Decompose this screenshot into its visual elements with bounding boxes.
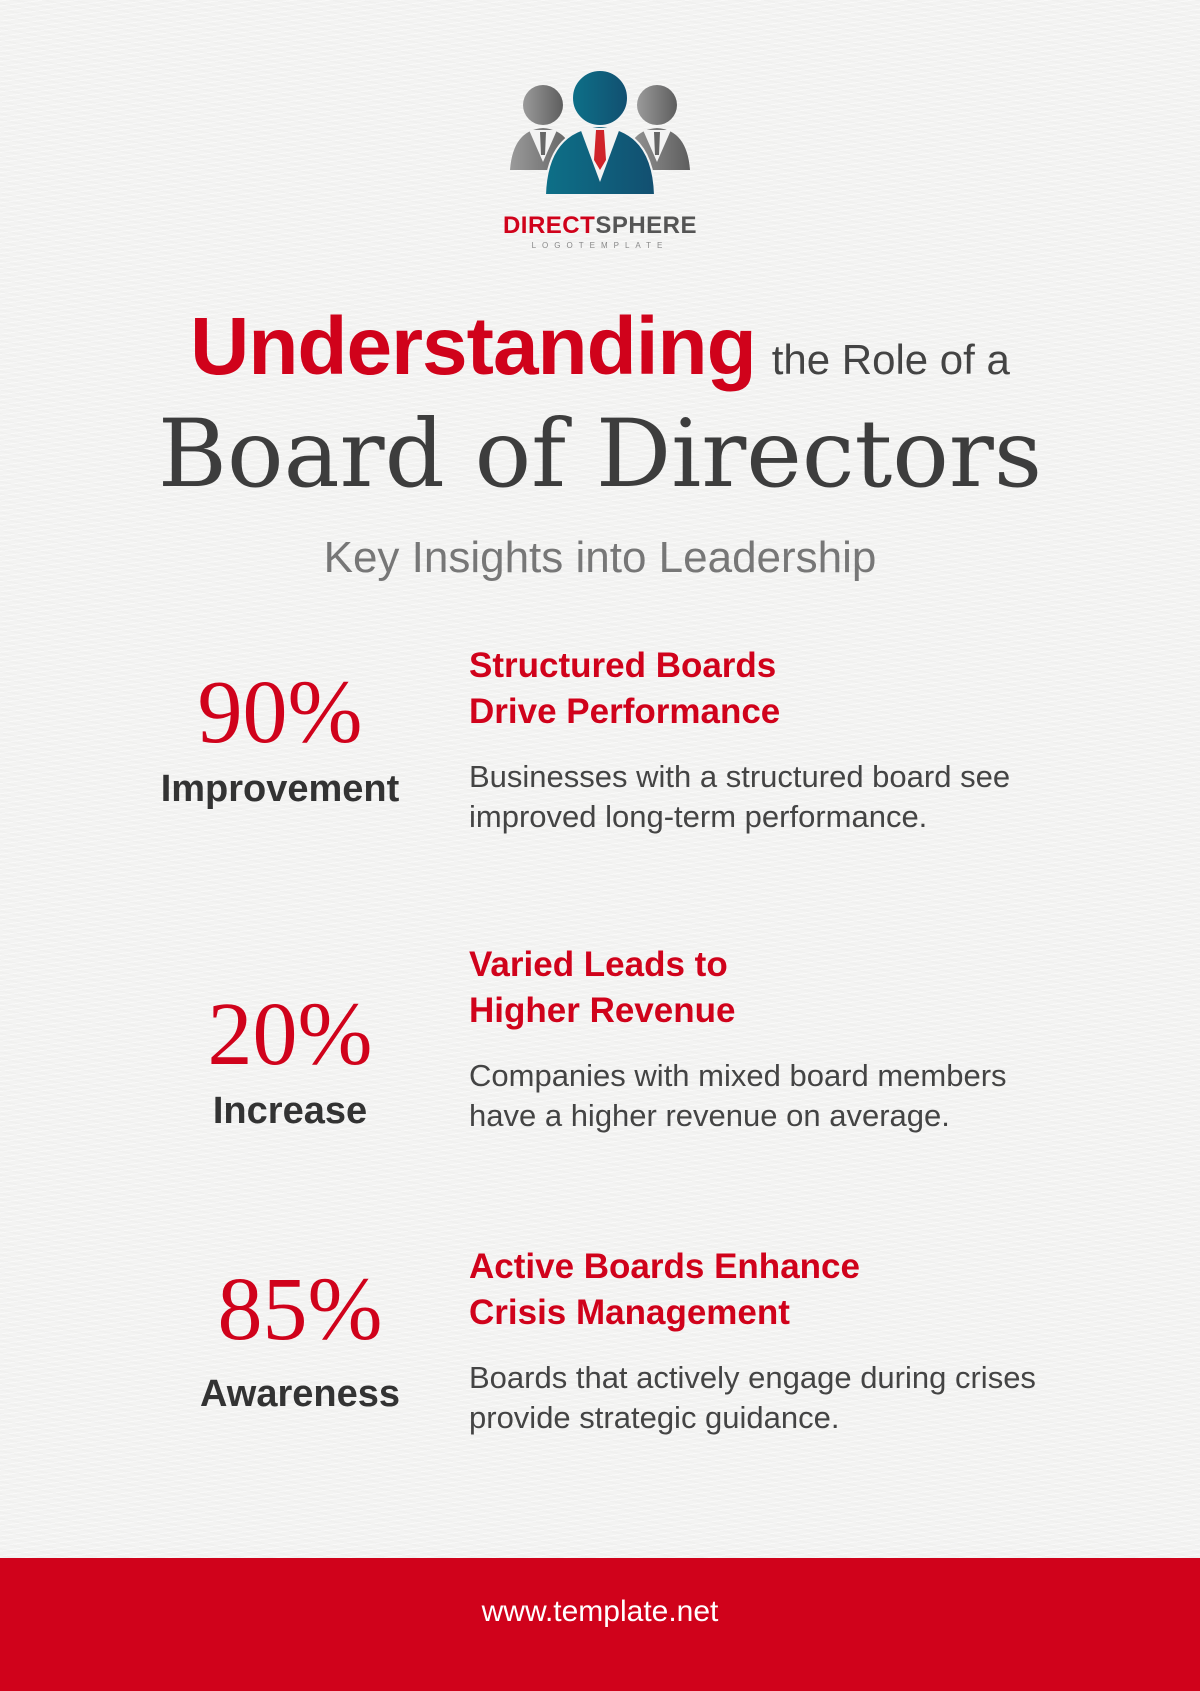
insight-heading: Active Boards Enhance Crisis Management [469,1244,1109,1336]
stat-value: 20% [207,985,373,1084]
title-highlight: Understanding [190,301,757,392]
insight-item: Structured Boards Drive Performance Busin… [469,643,1109,837]
stat-label: Increase [212,1090,368,1132]
insight-text: Businesses with a structured board see im… [469,757,1109,837]
stat-value: 90% [197,663,363,762]
brand-tagline: LOGOTEMPLATE [531,241,669,250]
brand-name: DIRECTSPHERE [0,212,1200,240]
heading-line: Crisis Management [469,1293,790,1332]
title-line-1: Understanding the Role of a [0,300,1200,394]
heading-line: Active Boards Enhance [469,1247,860,1286]
insight-text: Companies with mixed board members have a… [469,1056,1109,1136]
brand-name-grey: SPHERE [595,212,698,239]
stat-value: 85% [217,1260,383,1359]
text-line: have a higher revenue on average. [469,1098,950,1133]
brand-name-red: DIRECT [502,212,596,239]
text-line: Boards that actively engage during crise… [469,1360,1036,1395]
heading-line: Drive Performance [469,692,781,731]
stat-improvement: 90% Improvement [100,668,460,811]
page-title: Board of Directors [157,400,1043,509]
insight-item: Varied Leads to Higher Revenue Companies … [469,942,1109,1136]
text-line: Businesses with a structured board see [469,759,1011,794]
text-line: Companies with mixed board members [469,1058,1007,1093]
stat-label: Awareness [200,1373,400,1415]
text-line: improved long-term performance. [469,799,928,834]
insight-heading: Structured Boards Drive Performance [469,643,1109,735]
subtitle: Key Insights into Leadership [323,533,877,582]
stat-awareness: 85% Awareness [120,1265,480,1416]
footer-url-link[interactable]: www.template.net [481,1595,719,1628]
footer-bar [0,1558,1200,1691]
heading-line: Higher Revenue [469,991,736,1030]
insight-item: Active Boards Enhance Crisis Management B… [469,1244,1109,1438]
heading-line: Structured Boards [469,646,777,685]
title-rest: the Role of a [771,336,1010,383]
stat-increase: 20% Increase [110,990,470,1133]
insight-heading: Varied Leads to Higher Revenue [469,942,1109,1034]
board-members-logo-icon [510,70,690,196]
text-line: provide strategic guidance. [469,1400,840,1435]
heading-line: Varied Leads to [469,945,728,984]
insight-text: Boards that actively engage during crise… [469,1358,1109,1438]
stat-label: Improvement [160,768,400,810]
